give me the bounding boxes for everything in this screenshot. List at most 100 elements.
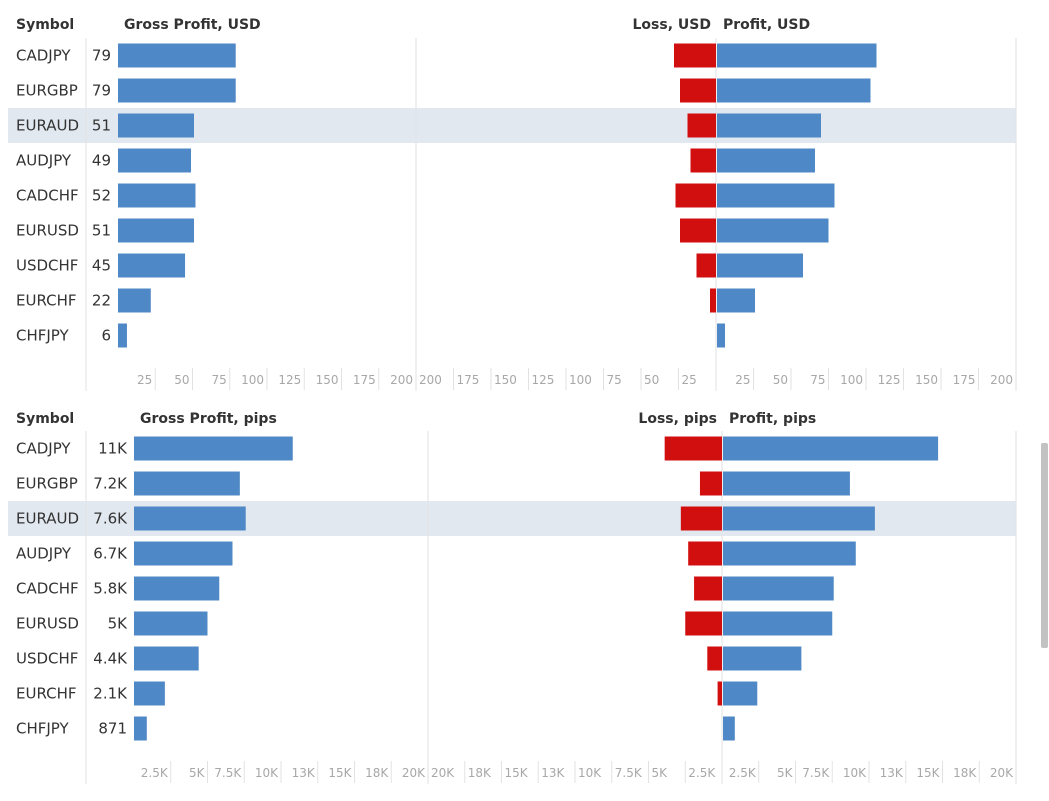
gross-bar-usdchf[interactable] xyxy=(134,646,199,671)
loss-bar-usdchf[interactable] xyxy=(707,646,722,671)
profit-bar-eurusd[interactable] xyxy=(723,611,833,636)
gross-tick-label: 10K xyxy=(255,766,279,780)
symbol-label: EURUSD xyxy=(16,222,79,240)
loss-bar-audjpy[interactable] xyxy=(690,148,717,173)
profit-tick-label: 18K xyxy=(953,766,977,780)
gross-value-label: 22 xyxy=(92,292,111,310)
loss-column-header: Loss, pips xyxy=(638,411,717,427)
profit-bar-usdchf[interactable] xyxy=(723,646,802,671)
gross-bar-cadchf[interactable] xyxy=(118,183,196,208)
symbol-label: EURGBP xyxy=(16,475,78,493)
symbol-label: AUDJPY xyxy=(16,545,72,563)
profit-bar-chfjpy[interactable] xyxy=(717,323,725,348)
gross-tick-label: 175 xyxy=(353,373,376,387)
loss-tick-label: 175 xyxy=(457,373,480,387)
loss-tick-label: 2.5K xyxy=(688,766,716,780)
profit-tick-label: 175 xyxy=(953,373,976,387)
loss-bar-eurgbp[interactable] xyxy=(680,78,716,103)
gross-value-label: 7.2K xyxy=(93,475,128,493)
gross-bar-euraud[interactable] xyxy=(118,113,194,138)
loss-tick-label: 200 xyxy=(419,373,442,387)
symbol-label: USDCHF xyxy=(16,650,78,668)
gross-bar-euraud[interactable] xyxy=(134,506,246,531)
gross-bar-audjpy[interactable] xyxy=(134,541,233,566)
profit-bar-eurgbp[interactable] xyxy=(723,471,850,496)
profit-bar-cadjpy[interactable] xyxy=(723,436,939,461)
profit-bar-cadchf[interactable] xyxy=(723,576,834,601)
vertical-scrollbar[interactable] xyxy=(1041,443,1048,648)
profit-bar-cadjpy[interactable] xyxy=(717,43,877,68)
gross-value-label: 7.6K xyxy=(93,510,128,528)
profit-tick-label: 7.5K xyxy=(802,766,830,780)
gross-bar-cadjpy[interactable] xyxy=(118,43,236,68)
symbol-label: CADCHF xyxy=(16,187,79,205)
profit-bar-eurusd[interactable] xyxy=(717,218,829,243)
loss-bar-eurusd[interactable] xyxy=(680,218,716,243)
profit-bar-eurchf[interactable] xyxy=(723,681,758,706)
loss-bar-usdchf[interactable] xyxy=(696,253,717,278)
loss-bar-euraud[interactable] xyxy=(687,113,717,138)
profit-bar-cadchf[interactable] xyxy=(717,183,835,208)
gross-tick-label: 50 xyxy=(174,373,189,387)
profit-tick-label: 15K xyxy=(916,766,940,780)
loss-bar-cadchf[interactable] xyxy=(694,576,722,601)
loss-bar-eurusd[interactable] xyxy=(685,611,722,636)
loss-bar-eurchf[interactable] xyxy=(710,288,716,313)
profit-bar-chfjpy[interactable] xyxy=(723,716,735,741)
loss-tick-label: 18K xyxy=(468,766,492,780)
symbol-label: CADJPY xyxy=(16,47,71,65)
gross-value-label: 5.8K xyxy=(93,580,128,598)
gross-bar-eurusd[interactable] xyxy=(118,218,194,243)
loss-bar-audjpy[interactable] xyxy=(688,541,722,566)
profit-column-header: Profit, USD xyxy=(723,17,810,33)
profit-bar-euraud[interactable] xyxy=(723,506,875,531)
gross-tick-label: 150 xyxy=(316,373,339,387)
loss-bar-eurchf[interactable] xyxy=(717,681,722,706)
gross-tick-label: 125 xyxy=(278,373,301,387)
loss-tick-label: 50 xyxy=(644,373,659,387)
gross-bar-eurusd[interactable] xyxy=(134,611,208,636)
gross-tick-label: 15K xyxy=(328,766,352,780)
gross-bar-cadchf[interactable] xyxy=(134,576,220,601)
gross-bar-cadjpy[interactable] xyxy=(134,436,293,461)
profit-tick-label: 200 xyxy=(990,373,1013,387)
gross-value-label: 5K xyxy=(108,615,129,633)
gross-bar-usdchf[interactable] xyxy=(118,253,186,278)
profit-bar-usdchf[interactable] xyxy=(717,253,803,278)
gross-bar-chfjpy[interactable] xyxy=(134,716,147,741)
profit-tick-label: 25 xyxy=(735,373,750,387)
loss-bar-cadchf[interactable] xyxy=(675,183,717,208)
profit-tick-label: 125 xyxy=(878,373,901,387)
loss-tick-label: 125 xyxy=(532,373,555,387)
loss-tick-label: 150 xyxy=(494,373,517,387)
symbol-label: USDCHF xyxy=(16,257,78,275)
profit-tick-label: 5K xyxy=(777,766,794,780)
loss-bar-eurgbp[interactable] xyxy=(699,471,722,496)
gross-bar-eurchf[interactable] xyxy=(134,681,165,706)
gross-bar-eurgbp[interactable] xyxy=(118,78,236,103)
loss-tick-label: 75 xyxy=(607,373,622,387)
profit-bar-audjpy[interactable] xyxy=(717,148,815,173)
loss-bar-cadjpy[interactable] xyxy=(674,43,716,68)
profit-bar-eurchf[interactable] xyxy=(717,288,755,313)
loss-tick-label: 100 xyxy=(569,373,592,387)
symbol-label: CHFJPY xyxy=(16,720,70,738)
gross-bar-chfjpy[interactable] xyxy=(118,323,127,348)
loss-tick-label: 15K xyxy=(505,766,529,780)
gross-tick-label: 20K xyxy=(402,766,426,780)
symbol-label: EURUSD xyxy=(16,615,79,633)
gross-bar-eurchf[interactable] xyxy=(118,288,151,313)
profit-bar-euraud[interactable] xyxy=(717,113,821,138)
profit-bar-eurgbp[interactable] xyxy=(717,78,871,103)
gross-bar-eurgbp[interactable] xyxy=(134,471,240,496)
loss-bar-cadjpy[interactable] xyxy=(664,436,722,461)
gross-bar-audjpy[interactable] xyxy=(118,148,192,173)
gross-column-header: Gross Profit, pips xyxy=(140,411,277,427)
gross-tick-label: 18K xyxy=(365,766,389,780)
gross-tick-label: 2.5K xyxy=(141,766,169,780)
loss-tick-label: 10K xyxy=(578,766,602,780)
symbol-label: CADJPY xyxy=(16,440,71,458)
profit-bar-audjpy[interactable] xyxy=(723,541,856,566)
loss-bar-euraud[interactable] xyxy=(680,506,722,531)
